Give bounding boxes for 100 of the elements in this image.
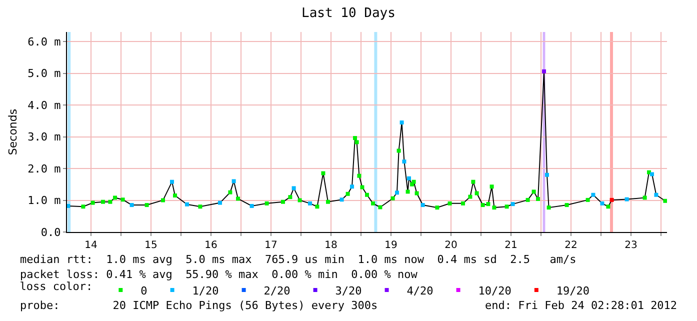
point [390,196,395,200]
point [624,197,629,202]
y-tick-label: 6.0 m [28,35,62,48]
y-tick-label: 4.0 m [28,98,62,112]
point [510,202,515,206]
point [378,205,382,210]
legend-label: 1/20 [192,284,219,298]
point [288,195,292,200]
point [480,203,485,208]
point [406,190,410,194]
text: median rtt: 1.0 ms avg 5.0 ms max 765.9 us min 1.0 ms now 0.4 ms sd 2.5 am/s [20,253,576,266]
point [101,200,105,204]
x-tick-label: 19 [384,240,398,251]
point [144,203,149,208]
point [173,193,177,198]
point [546,206,551,210]
point [600,201,604,206]
point [198,204,202,209]
legend-label: 4/20 [406,284,434,298]
point [340,198,344,202]
point [81,204,86,209]
point [357,174,362,178]
legend-title: loss color: [20,280,93,293]
y-tick-label: 5.0 m [28,67,62,80]
point [402,160,406,164]
x-tick-label: 17 [264,240,278,251]
point [264,201,269,206]
legend-label: 10/20 [478,284,512,298]
x-tick-label: 15 [144,240,158,251]
y-axis-title: Seconds [6,108,20,156]
point [420,203,425,208]
point [236,196,240,201]
y-tick-label: 0.0 [40,226,61,239]
y-tick-label: 1.0 m [28,194,62,208]
point [400,120,404,124]
point [346,192,350,196]
point [468,194,472,199]
x-tick-label: 20 [444,240,458,251]
point [130,203,134,208]
point [250,204,254,208]
point [591,192,596,197]
legend-label: 0 [140,284,148,298]
point [414,191,419,196]
legend-label: 3/20 [335,284,362,298]
point [663,198,667,203]
chart-title: Last 10 Days [302,6,396,22]
point [120,198,125,202]
point [315,204,320,209]
point [326,200,330,204]
text: probe: 20 ICMP Echo Pings (56 Bytes) every 300s [20,299,378,312]
x-tick-label: 21 [504,240,518,251]
y-tick-label: 3.0 m [28,130,62,144]
point [474,191,479,196]
point [232,179,236,184]
legend-label: 2/20 [264,284,290,298]
point [308,201,312,206]
point [228,190,232,194]
point [350,184,354,189]
point [532,190,536,194]
point [586,198,590,202]
text: end: Fri Feb 24 02:28:01 2012 [485,299,678,312]
point [542,69,546,74]
y-tick-label: 2.0 m [28,162,62,176]
point [448,201,452,206]
point [354,140,359,144]
point [412,180,416,184]
point [461,201,465,206]
point [564,203,569,208]
point [218,200,222,205]
x-tick-label: 22 [564,240,578,251]
point [298,198,302,202]
point [365,192,369,197]
point [113,196,117,200]
point [486,202,490,206]
point [371,201,375,206]
point [407,176,411,180]
point [471,180,476,184]
point [490,184,494,189]
point [642,196,647,200]
x-tick-label: 23 [624,240,638,251]
x-tick-label: 16 [204,240,218,251]
point [170,180,174,184]
point [606,204,610,209]
point [650,172,654,176]
point [185,202,189,206]
point [654,192,658,197]
point [396,148,401,153]
point [353,136,357,140]
line-series [68,70,666,208]
point [395,190,399,195]
point [321,171,326,176]
x-tick-label: 18 [324,240,338,251]
point [292,186,296,190]
point [492,206,496,210]
point [536,196,540,201]
point [545,172,549,177]
point [504,204,509,209]
x-tick-label: 14 [84,240,98,251]
point [360,185,364,190]
point [526,198,530,202]
